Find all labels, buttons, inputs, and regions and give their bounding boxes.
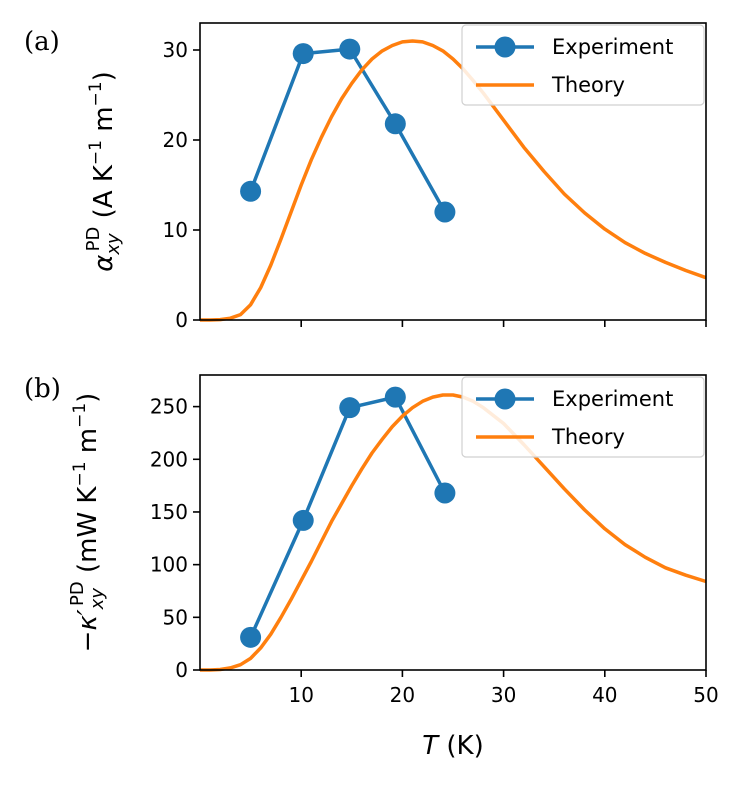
axes-frame (199, 22, 707, 321)
y-axis-unit-exponent: −1 (86, 140, 106, 165)
legend-marker (494, 36, 516, 58)
legend-label: Experiment (552, 387, 673, 411)
y-axis-subscript: xy (103, 233, 124, 256)
y-axis-superscript: PD (67, 581, 88, 606)
y-tick-label: 50 (163, 605, 188, 629)
series-line-experiment (248, 47, 447, 213)
y-tick-label: 0 (175, 658, 188, 682)
y-tick-label: 250 (150, 395, 188, 419)
x-axis-symbol: T (422, 731, 440, 761)
data-point (292, 509, 314, 531)
data-point (434, 482, 456, 504)
x-tick-label: 20 (390, 683, 415, 707)
y-axis-label: −κ′xyPD (mW K−1 m−1) (67, 393, 108, 653)
data-point (292, 43, 314, 65)
y-axis-label: αxyPD (A K−1 m−1) (83, 71, 124, 272)
y-axis-superscript: PD (83, 227, 104, 252)
series-line-experiment (249, 395, 447, 639)
y-axis-unit-exponent: −1 (86, 81, 106, 106)
x-axis-label: T (K) (422, 731, 484, 761)
data-point (384, 386, 406, 408)
y-tick-label: 150 (150, 500, 188, 524)
data-point (240, 180, 262, 202)
x-tick-label: 30 (491, 683, 516, 707)
y-axis-unit: ) (73, 393, 103, 403)
data-point (339, 397, 361, 419)
legend-label: Theory (551, 425, 625, 449)
axes-frame (199, 374, 707, 671)
panel-label: (b) (24, 374, 61, 404)
x-tick-label: 50 (693, 683, 718, 707)
y-tick-label: 0 (175, 308, 188, 332)
x-axis-unit: (K) (438, 731, 484, 761)
y-axis-symbol: α (89, 255, 119, 272)
y-axis-unit: m (73, 428, 103, 462)
legend: Experiment Theory (461, 376, 705, 458)
y-axis-symbol: −κ′ (73, 609, 103, 652)
y-axis-unit: (mW K (73, 486, 103, 582)
data-point (434, 201, 456, 223)
legend-label: Experiment (552, 35, 673, 59)
y-tick-label: 30 (163, 38, 188, 62)
y-axis-unit: m (89, 106, 119, 140)
y-axis-unit: ) (89, 71, 119, 81)
y-tick-label: 100 (150, 553, 188, 577)
data-point (240, 626, 262, 648)
y-axis-subscript: xy (87, 588, 108, 611)
y-axis-unit-exponent: −1 (70, 403, 90, 428)
x-tick-label: 10 (288, 683, 313, 707)
legend-label: Theory (551, 73, 625, 97)
x-tick-label: 40 (592, 683, 617, 707)
y-tick-label: 200 (150, 447, 188, 471)
data-point (339, 38, 361, 60)
y-axis-unit-exponent: −1 (70, 461, 90, 486)
panel-label: (a) (24, 27, 60, 57)
legend-marker (494, 388, 516, 410)
y-tick-label: 10 (163, 218, 188, 242)
series-line-theory (200, 393, 707, 672)
y-tick-label: 20 (163, 128, 188, 152)
legend: Experiment Theory (461, 24, 705, 106)
y-axis-unit: (A K (89, 164, 119, 226)
data-point (384, 113, 406, 135)
series-line-theory (200, 39, 707, 322)
